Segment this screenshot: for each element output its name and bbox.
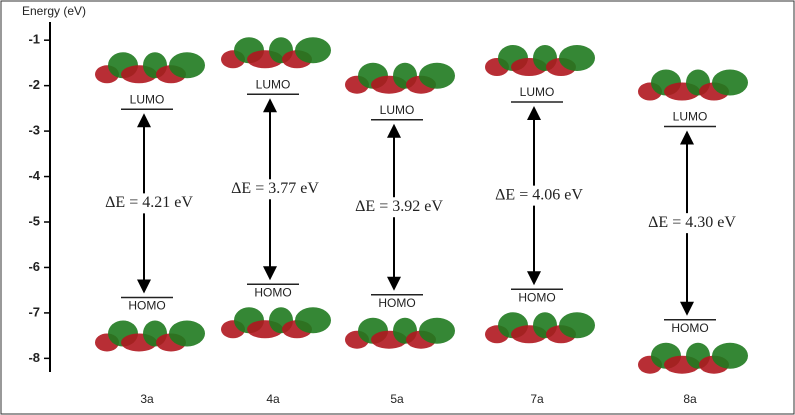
lumo-label: LUMO bbox=[520, 85, 555, 99]
compound-label: 4a bbox=[266, 392, 280, 406]
y-tick-label: -8 bbox=[28, 350, 40, 365]
chart: Energy (eV) -1 -2 -3 -4 -5 -6 -7 -8 LUMO HOMO ΔE =… bbox=[0, 0, 795, 415]
arrow-head bbox=[137, 113, 151, 127]
arrow-head bbox=[263, 266, 277, 280]
gap-label: ΔE = 3.77 eV bbox=[231, 180, 319, 197]
homo-label: HOMO bbox=[254, 285, 291, 299]
compound-label: 8a bbox=[683, 392, 697, 406]
orbital-lobe bbox=[712, 70, 748, 96]
lumo-label: LUMO bbox=[130, 92, 165, 106]
arrow-head bbox=[137, 279, 151, 293]
orbital-lobe bbox=[419, 63, 455, 89]
orbital-lobe bbox=[169, 52, 205, 78]
arrow-head bbox=[387, 277, 401, 291]
gap-label: ΔE = 4.30 eV bbox=[648, 214, 736, 231]
orbital-lobe bbox=[295, 307, 331, 333]
y-axis-label: Energy (eV) bbox=[22, 4, 86, 18]
orbital-lobe bbox=[559, 45, 595, 71]
lumo-label: LUMO bbox=[673, 110, 708, 124]
orbital-lobe bbox=[169, 320, 205, 346]
orbital-lobe bbox=[559, 312, 595, 338]
lumo-label: LUMO bbox=[380, 103, 415, 117]
orbital-lobe bbox=[295, 37, 331, 63]
homo-label: HOMO bbox=[518, 290, 555, 304]
gap-label: ΔE = 3.92 eV bbox=[355, 198, 443, 215]
gap-label: ΔE = 4.06 eV bbox=[495, 186, 583, 203]
orbital-lobe bbox=[712, 343, 748, 369]
arrow-head bbox=[387, 124, 401, 138]
orbital-lobe bbox=[419, 318, 455, 344]
y-tick-label: -7 bbox=[28, 304, 40, 319]
lumo-label: LUMO bbox=[256, 77, 291, 91]
y-tick-label: -5 bbox=[28, 213, 40, 228]
arrow-head bbox=[680, 131, 694, 145]
arrow-head bbox=[527, 271, 541, 285]
y-tick-label: -4 bbox=[28, 168, 40, 183]
compound-label: 5a bbox=[390, 392, 404, 406]
homo-label: HOMO bbox=[671, 321, 708, 335]
homo-label: HOMO bbox=[378, 296, 415, 310]
arrow-head bbox=[263, 98, 277, 112]
y-tick-label: -6 bbox=[28, 259, 40, 274]
y-tick-label: -2 bbox=[28, 77, 40, 92]
compound-label: 7a bbox=[530, 392, 544, 406]
arrow-head bbox=[680, 302, 694, 316]
compound-label: 3a bbox=[140, 392, 154, 406]
y-tick-label: -1 bbox=[28, 32, 40, 47]
y-tick-label: -3 bbox=[28, 123, 40, 138]
arrow-head bbox=[527, 106, 541, 120]
homo-label: HOMO bbox=[128, 299, 165, 313]
gap-label: ΔE = 4.21 eV bbox=[105, 194, 193, 211]
